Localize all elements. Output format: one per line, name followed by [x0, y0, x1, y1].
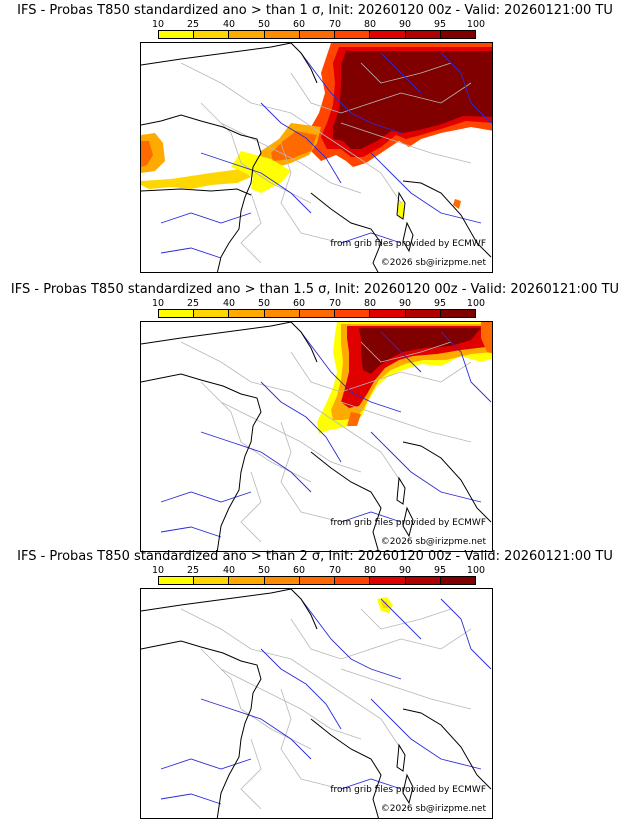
- colorbar-segment: [229, 577, 265, 584]
- tick-label: 80: [363, 565, 377, 576]
- probability-field: [317, 322, 492, 434]
- tick-label: 60: [292, 298, 306, 309]
- tick-label: 90: [398, 19, 412, 30]
- tick-label: 60: [292, 19, 306, 30]
- colorbar-segment: [405, 577, 441, 584]
- tick-label: 70: [328, 298, 342, 309]
- tick-label: 10: [151, 19, 165, 30]
- colorbar-segment: [159, 31, 195, 38]
- colorbar-segment: [264, 310, 300, 317]
- colorbar-segment: [440, 31, 475, 38]
- tick-label: 25: [186, 565, 200, 576]
- colorbar-segment: [405, 31, 441, 38]
- colorbar: [158, 576, 476, 585]
- tick-label: 80: [363, 298, 377, 309]
- map-svg: [141, 322, 492, 551]
- source-credit: from grib files provided by ECMWF: [330, 239, 486, 249]
- rivers: [160, 52, 492, 259]
- colorbar-segment: [370, 31, 406, 38]
- rivers: [160, 331, 492, 538]
- tick-label: 40: [222, 565, 236, 576]
- tick-label: 100: [466, 298, 486, 309]
- colorbar-segment: [440, 310, 475, 317]
- colorbar-segment: [229, 31, 265, 38]
- tick-label: 70: [328, 565, 342, 576]
- panel-title: IFS - Probas T850 standardized ano > tha…: [17, 3, 613, 18]
- colorbar-segment: [159, 310, 195, 317]
- panel-2sigma: IFS - Probas T850 standardized ano > tha…: [0, 548, 630, 819]
- tick-label: 95: [433, 19, 447, 30]
- admin-borders: [180, 62, 472, 264]
- tick-label: 100: [466, 19, 486, 30]
- colorbar: [158, 309, 476, 318]
- tick-label: 80: [363, 19, 377, 30]
- source-credit: from grib files provided by ECMWF: [330, 518, 486, 528]
- probability-map: from grib files provided by ECMWF ©2026 …: [140, 321, 493, 552]
- colorbar-segment: [405, 310, 441, 317]
- tick-label: 10: [151, 298, 165, 309]
- tick-label: 50: [257, 298, 271, 309]
- tick-label: 100: [466, 565, 486, 576]
- colorbar-segment: [194, 31, 230, 38]
- admin-borders: [180, 608, 472, 810]
- tick-label: 60: [292, 565, 306, 576]
- panel-title: IFS - Probas T850 standardized ano > tha…: [17, 549, 613, 564]
- colorbar-segment: [335, 577, 371, 584]
- colorbar-segment: [299, 31, 336, 38]
- colorbar-segment: [264, 577, 300, 584]
- panel-1sigma: IFS - Probas T850 standardized ano > tha…: [0, 2, 630, 273]
- panel-1-5sigma: IFS - Probas T850 standardized ano > tha…: [0, 281, 630, 552]
- colorbar-segment: [440, 577, 475, 584]
- colorbar-segment: [370, 577, 406, 584]
- colorbar-segment: [299, 577, 336, 584]
- colorbar: [158, 30, 476, 39]
- tick-label: 90: [398, 565, 412, 576]
- colorbar-segment: [159, 577, 195, 584]
- colorbar-segment: [335, 310, 371, 317]
- map-svg: [141, 43, 492, 272]
- copyright: ©2026 sb@irizpme.net: [380, 804, 486, 814]
- colorbar-segment: [299, 310, 336, 317]
- tick-label: 40: [222, 298, 236, 309]
- colorbar-ticks: 10 25 40 50 60 70 80 90 95 100: [140, 298, 500, 310]
- admin-borders: [180, 341, 472, 543]
- probability-field: [141, 43, 492, 219]
- rivers: [160, 598, 492, 805]
- coastline: [141, 589, 492, 818]
- tick-label: 70: [328, 19, 342, 30]
- tick-label: 25: [186, 19, 200, 30]
- colorbar-segment: [370, 310, 406, 317]
- tick-label: 10: [151, 565, 165, 576]
- tick-label: 50: [257, 565, 271, 576]
- coastline: [141, 43, 492, 272]
- map-svg: [141, 589, 492, 818]
- colorbar-segment: [194, 310, 230, 317]
- coastline: [141, 322, 492, 551]
- copyright: ©2026 sb@irizpme.net: [380, 258, 486, 268]
- probability-map: from grib files provided by ECMWF ©2026 …: [140, 42, 493, 273]
- tick-label: 90: [398, 298, 412, 309]
- colorbar-segment: [194, 577, 230, 584]
- colorbar-segment: [335, 31, 371, 38]
- tick-label: 95: [433, 565, 447, 576]
- colorbar-ticks: 10 25 40 50 60 70 80 90 95 100: [140, 19, 500, 31]
- colorbar-segment: [264, 31, 300, 38]
- tick-label: 95: [433, 298, 447, 309]
- colorbar-ticks: 10 25 40 50 60 70 80 90 95 100: [140, 565, 500, 577]
- colorbar-segment: [229, 310, 265, 317]
- tick-label: 25: [186, 298, 200, 309]
- probability-map: from grib files provided by ECMWF ©2026 …: [140, 588, 493, 819]
- source-credit: from grib files provided by ECMWF: [330, 785, 486, 795]
- panel-title: IFS - Probas T850 standardized ano > tha…: [10, 282, 620, 297]
- probability-field: [377, 597, 393, 613]
- tick-label: 40: [222, 19, 236, 30]
- copyright: ©2026 sb@irizpme.net: [380, 537, 486, 547]
- tick-label: 50: [257, 19, 271, 30]
